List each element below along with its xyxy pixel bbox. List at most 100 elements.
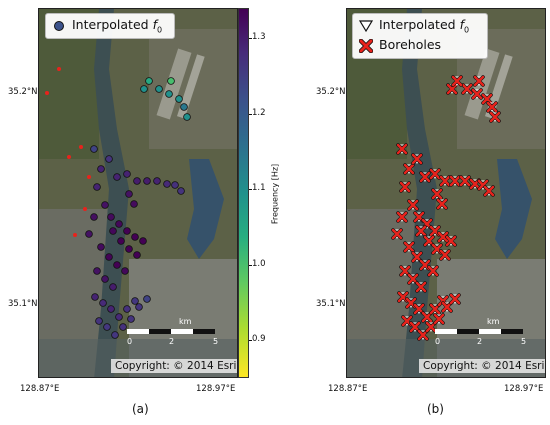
- f0-station-marker: [111, 331, 119, 339]
- f0-station-marker: [143, 295, 151, 303]
- borehole-marker: [459, 175, 471, 187]
- f0-markers-a: [45, 67, 191, 339]
- f0-station-marker: [171, 181, 179, 189]
- borehole-marker: [399, 265, 411, 277]
- highlight-point: [67, 155, 71, 159]
- borehole-marker: [411, 153, 423, 165]
- f0-station-marker: [119, 323, 127, 331]
- f0-station-marker: [101, 201, 109, 209]
- borehole-marker: [399, 181, 411, 193]
- borehole-marker: [396, 211, 408, 223]
- f0-station-marker: [177, 187, 185, 195]
- borehole-marker: [407, 199, 419, 211]
- borehole-marker: [413, 303, 425, 315]
- scale-unit: km: [179, 317, 192, 326]
- scale-tick: 2: [169, 337, 175, 346]
- borehole-marker: [415, 225, 427, 237]
- scalebar-a: km 0 2 5: [127, 317, 237, 357]
- f0-station-marker: [139, 237, 147, 245]
- f0-station-marker: [115, 220, 123, 228]
- borehole-marker: [433, 313, 445, 325]
- borehole-marker: [483, 185, 495, 197]
- circle-marker-icon: [53, 20, 65, 35]
- triangle-down-icon: [358, 19, 374, 36]
- colorbar: [238, 8, 249, 378]
- borehole-marker: [403, 163, 415, 175]
- f0-station-marker: [85, 230, 93, 238]
- f0-station-marker: [91, 293, 99, 301]
- colorbar-tickmark: [249, 189, 252, 191]
- colorbar-tick-label: 1.3: [252, 32, 266, 43]
- f0-station-marker: [117, 237, 125, 245]
- highlight-point: [45, 91, 49, 95]
- f0-station-marker: [99, 299, 107, 307]
- f0-station-marker: [109, 227, 117, 235]
- borehole-marker: [417, 329, 429, 341]
- borehole-marker: [431, 188, 443, 200]
- x-marker-icon: [358, 38, 374, 56]
- colorbar-tickmark: [249, 38, 252, 40]
- f0-station-marker: [115, 313, 123, 321]
- legend-label-interpolated-f0: Interpolated f0: [379, 17, 470, 35]
- borehole-marker: [403, 241, 415, 253]
- f0-station-marker: [123, 170, 131, 178]
- f0-station-marker: [130, 200, 138, 208]
- f0-station-marker: [131, 233, 139, 241]
- scale-tick: 5: [213, 337, 219, 346]
- panel-label-a: (a): [132, 402, 149, 416]
- lat-label-35-2: 35.2°N: [8, 87, 38, 97]
- scale-tick: 0: [127, 337, 133, 346]
- f0-station-marker: [90, 145, 98, 153]
- f0-station-marker: [180, 103, 188, 111]
- f0-station-marker: [121, 267, 129, 275]
- f0-station-marker: [125, 245, 133, 253]
- f0-station-marker: [113, 173, 121, 181]
- lat-label-35-1: 35.1°N: [8, 299, 38, 309]
- borehole-marker: [415, 281, 427, 293]
- borehole-marker: [425, 321, 437, 333]
- f0-station-marker: [155, 85, 163, 93]
- highlight-point: [73, 233, 77, 237]
- f0-station-marker: [90, 213, 98, 221]
- borehole-marker: [423, 235, 435, 247]
- f0-station-marker: [167, 77, 175, 85]
- f0-station-marker: [143, 177, 151, 185]
- f0-station-marker: [145, 77, 153, 85]
- colorbar-tickmark: [249, 264, 252, 266]
- f0-station-marker: [97, 243, 105, 251]
- f0-station-marker: [101, 275, 109, 283]
- highlight-point: [79, 145, 83, 149]
- f0-station-marker: [113, 261, 121, 269]
- f0-station-marker: [105, 155, 113, 163]
- legend-label-interpolated-f0: Interpolated f0: [72, 17, 163, 35]
- basemap-panel-a: Interpolated f0 km 0 2 5 Copyright: © 20…: [38, 8, 238, 378]
- scale-tick: 0: [435, 337, 441, 346]
- f0-station-marker: [131, 297, 139, 305]
- borehole-marker: [441, 301, 453, 313]
- borehole-marker: [391, 228, 403, 240]
- f0-station-marker: [93, 267, 101, 275]
- highlight-point: [57, 67, 61, 71]
- copyright-notice-a: Copyright: © 2014 Esri: [111, 359, 237, 373]
- borehole-marker: [421, 311, 433, 323]
- f0-station-marker: [123, 227, 131, 235]
- scale-tick: 5: [521, 337, 527, 346]
- lat-label-35-2: 35.2°N: [316, 87, 346, 97]
- f0-station-marker: [140, 85, 148, 93]
- f0-station-marker: [127, 315, 135, 323]
- f0-station-marker: [153, 177, 161, 185]
- borehole-marker: [449, 175, 461, 187]
- f0-station-marker: [125, 190, 133, 198]
- borehole-marker: [461, 83, 473, 95]
- legend-a: Interpolated f0: [45, 13, 175, 39]
- borehole-marker: [429, 168, 441, 180]
- borehole-marker: [409, 321, 421, 333]
- f0-station-marker: [107, 305, 115, 313]
- borehole-marker: [429, 303, 441, 315]
- scale-unit: km: [487, 317, 500, 326]
- highlight-point: [83, 207, 87, 211]
- borehole-marker: [471, 88, 483, 100]
- borehole-marker: [419, 171, 431, 183]
- f0-station-marker: [183, 113, 191, 121]
- f0-station-marker: [103, 323, 111, 331]
